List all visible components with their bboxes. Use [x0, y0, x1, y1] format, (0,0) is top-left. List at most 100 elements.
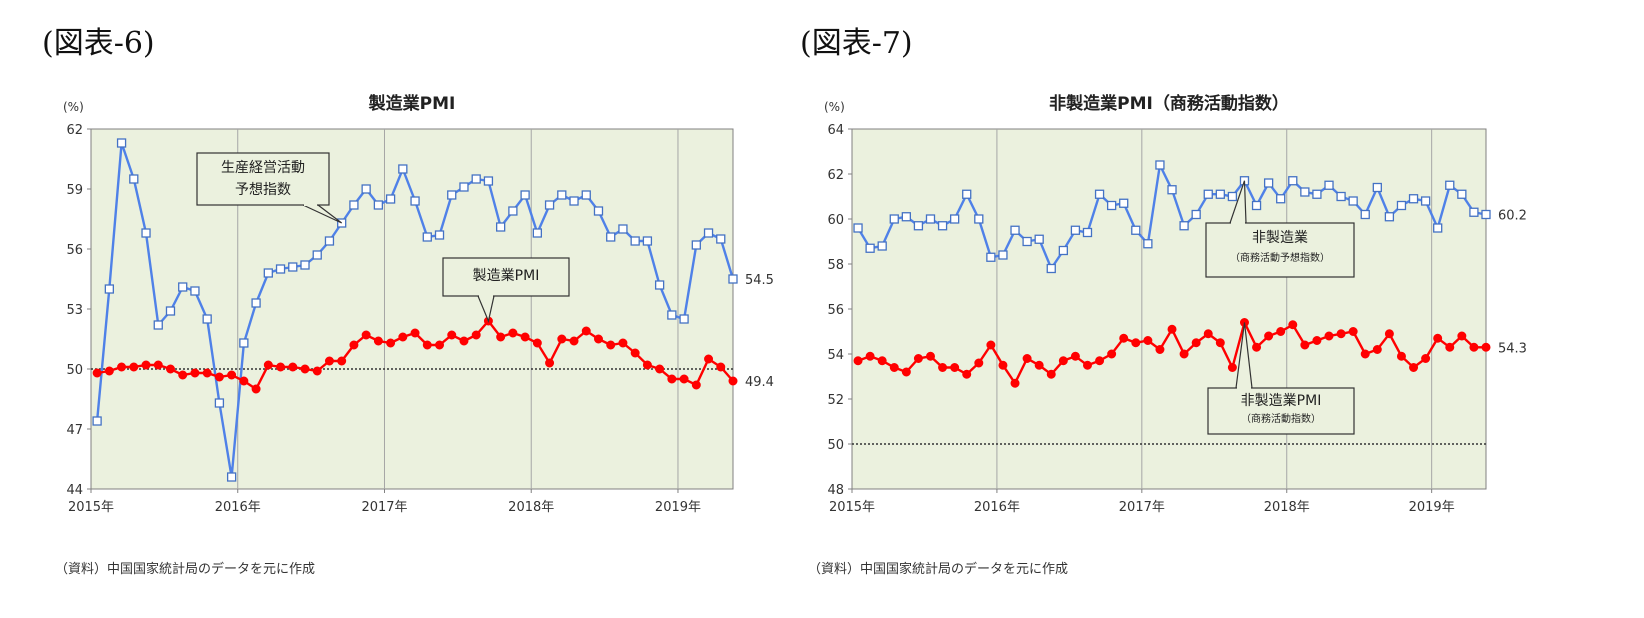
data-point — [1396, 351, 1406, 361]
data-point — [704, 354, 714, 364]
data-point — [263, 268, 273, 278]
data-point — [141, 360, 151, 370]
data-point — [925, 351, 935, 361]
data-point — [471, 330, 481, 340]
data-point — [1191, 338, 1201, 348]
data-point — [1058, 245, 1068, 256]
data-point — [986, 340, 996, 350]
data-point — [288, 262, 298, 272]
data-point — [1107, 349, 1117, 359]
callout-box — [1207, 387, 1355, 435]
data-point — [349, 340, 359, 350]
chart-manufacturing-pmi: 製造業PMI (%) 44 47 50 53 56 59 62 2015年 2016年 2017年 20… — [63, 93, 774, 515]
data-point — [153, 320, 163, 330]
data-point — [1348, 327, 1358, 336]
data-point — [214, 398, 225, 408]
data-point — [1336, 191, 1346, 202]
data-point — [251, 298, 261, 308]
data-point — [410, 328, 420, 338]
data-point — [618, 338, 628, 348]
data-point — [141, 228, 151, 238]
data-point — [1155, 345, 1165, 354]
data-point — [1094, 189, 1105, 199]
data-point — [962, 189, 972, 199]
data-point — [1082, 360, 1092, 370]
data-point — [703, 228, 714, 238]
data-point — [679, 314, 689, 324]
data-point — [949, 214, 960, 224]
data-point — [129, 362, 139, 372]
data-point — [716, 362, 726, 372]
data-point — [459, 336, 469, 346]
data-point — [373, 200, 384, 210]
data-point — [1070, 225, 1081, 235]
data-point — [496, 222, 506, 232]
data-point — [1264, 331, 1274, 341]
data-point — [974, 214, 984, 224]
series-end-label: 60.2 — [1498, 209, 1527, 224]
data-point — [459, 182, 469, 192]
data-point — [434, 230, 445, 240]
data-point — [1070, 351, 1080, 361]
data-point — [1324, 331, 1334, 341]
x-tick-label: 2017年 — [361, 500, 407, 515]
data-point — [300, 364, 310, 374]
data-point — [1179, 221, 1189, 231]
data-point — [581, 326, 591, 336]
data-point — [606, 232, 616, 242]
x-tick-label: 2016年 — [974, 500, 1020, 515]
data-point — [104, 284, 114, 294]
data-point — [962, 369, 972, 379]
callout-text: 予想指数 — [235, 182, 291, 198]
data-point — [361, 184, 371, 194]
chart-title: 非製造業PMI（商務活動指数） — [1049, 93, 1289, 114]
y-tick-label: 56 — [827, 303, 844, 318]
data-point — [1022, 354, 1032, 363]
data-point — [1022, 236, 1032, 247]
data-point — [1288, 320, 1298, 330]
data-point — [214, 372, 224, 382]
data-point — [865, 351, 875, 361]
data-point — [1203, 189, 1213, 199]
data-point — [1396, 200, 1407, 211]
data-point — [630, 236, 640, 246]
data-point — [435, 340, 445, 350]
data-point — [1300, 340, 1310, 350]
data-point — [569, 196, 579, 206]
y-tick-label: 50 — [827, 438, 844, 453]
data-point — [642, 360, 652, 370]
chart-nonmanufacturing-pmi: 非製造業PMI（商務活動指数）(%)4850525456586062642015… — [824, 93, 1527, 515]
callout-text: （商務活動指数） — [1241, 412, 1321, 425]
data-point — [227, 370, 237, 380]
callout-text: （商務活動予想指数） — [1230, 251, 1330, 264]
data-point — [1348, 196, 1358, 206]
data-point — [1058, 356, 1068, 366]
data-point — [1276, 194, 1286, 204]
data-point — [557, 190, 567, 200]
data-point — [1167, 185, 1177, 195]
data-point — [1034, 360, 1044, 370]
y-tick-label: 50 — [66, 363, 83, 378]
data-point — [520, 190, 530, 200]
data-point — [1336, 329, 1346, 339]
data-point — [545, 358, 555, 368]
data-point — [288, 362, 298, 372]
y-tick-label: 54 — [827, 348, 844, 363]
data-point — [691, 240, 701, 250]
data-point — [716, 234, 726, 244]
data-point — [520, 332, 530, 342]
data-point — [410, 196, 420, 206]
data-point — [901, 367, 911, 377]
data-point — [1408, 194, 1419, 204]
callout-text: 生産経営活動 — [221, 160, 305, 176]
data-point — [1106, 200, 1117, 211]
data-point — [1095, 356, 1105, 366]
data-point — [986, 252, 996, 262]
data-point — [1360, 209, 1370, 220]
chart-title: 製造業PMI — [368, 93, 456, 114]
data-point — [581, 190, 591, 200]
data-point — [129, 174, 139, 184]
data-point — [178, 370, 188, 380]
data-point — [300, 260, 310, 270]
data-point — [655, 364, 665, 374]
